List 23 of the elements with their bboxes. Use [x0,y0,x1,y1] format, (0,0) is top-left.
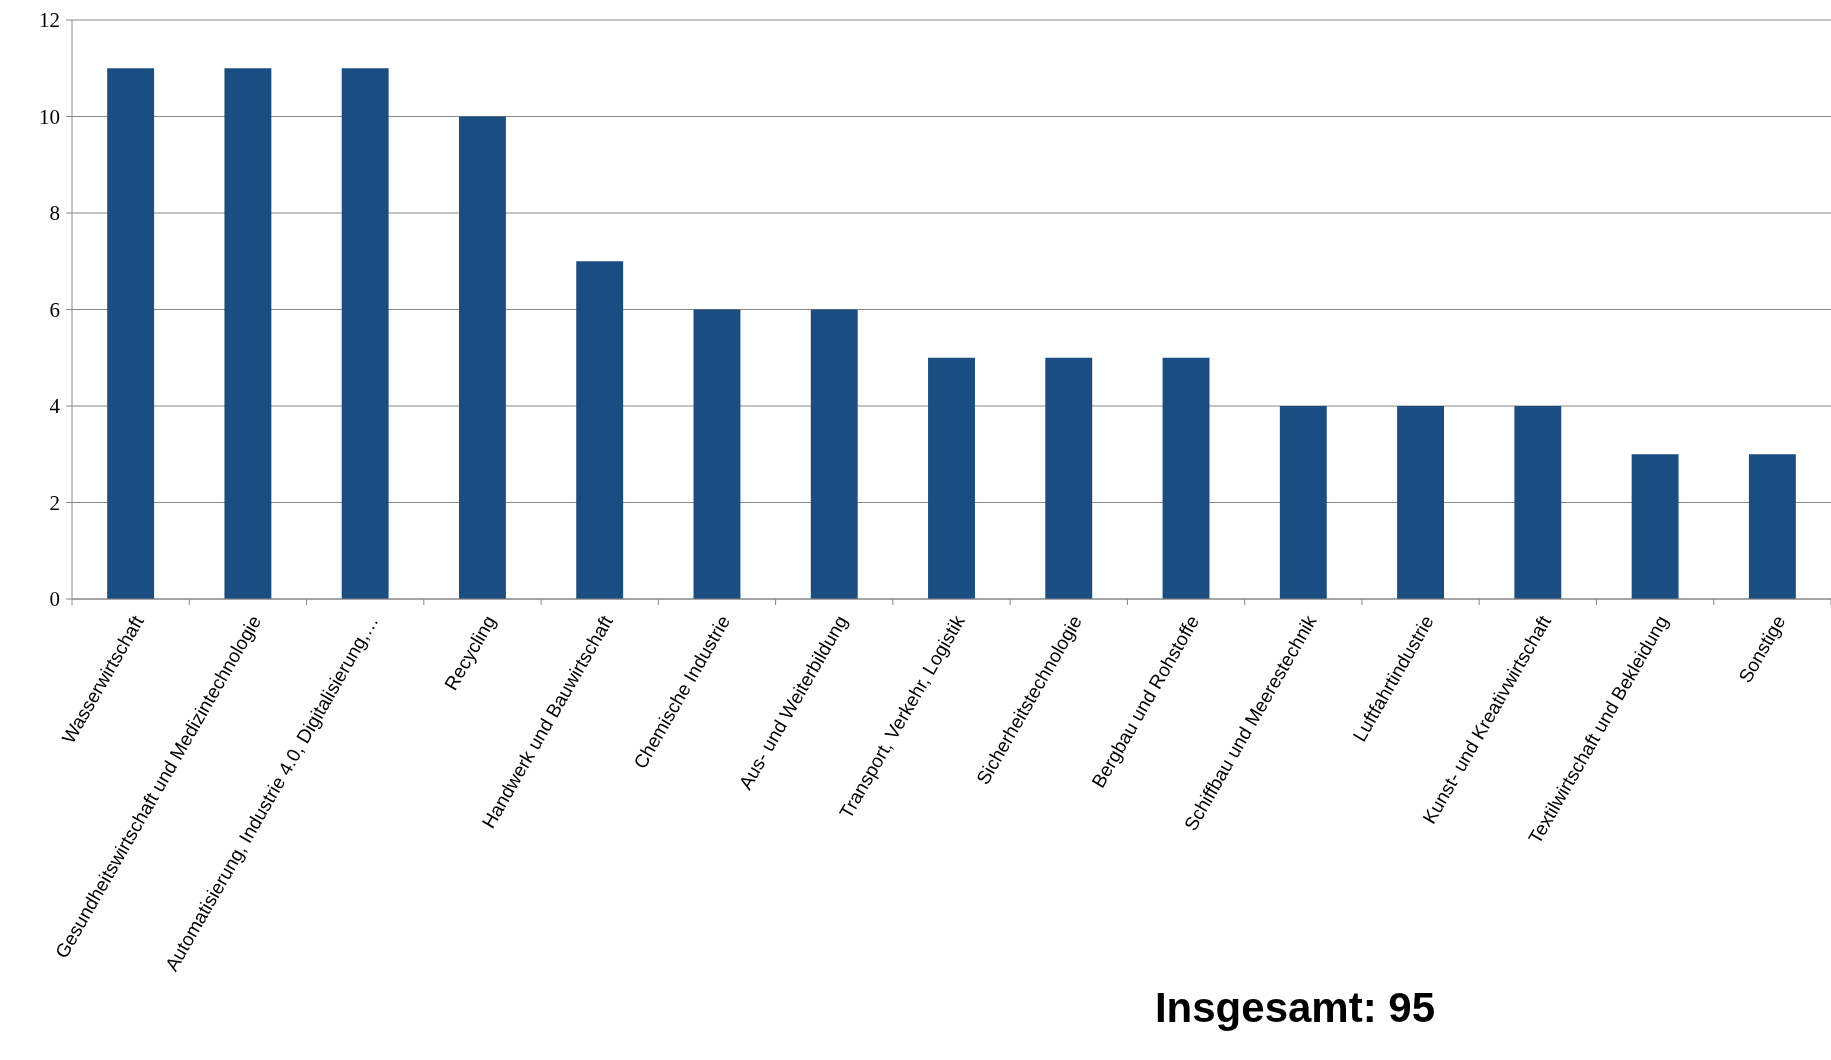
y-tick-label: 12 [39,8,60,33]
bar [928,357,975,599]
bar [810,309,858,599]
bar [1631,454,1679,599]
y-tick-label: 6 [49,297,60,322]
bar [693,309,741,599]
y-tick-label: 8 [49,201,60,226]
text: Insgesamt: 95 [1154,984,1436,1031]
bar [1514,406,1562,599]
bar [224,68,272,599]
bar [1279,406,1327,599]
y-tick-label: 4 [49,394,61,419]
y-tick-label: 10 [39,104,60,129]
bar [1045,357,1093,599]
bar [1748,454,1796,599]
bar [458,116,506,599]
bar [1162,357,1210,599]
bar [576,261,624,599]
bar [107,68,155,599]
bar [341,68,389,599]
bar [1397,406,1445,599]
y-tick-label: 0 [49,587,60,612]
y-tick-label: 2 [49,490,60,515]
